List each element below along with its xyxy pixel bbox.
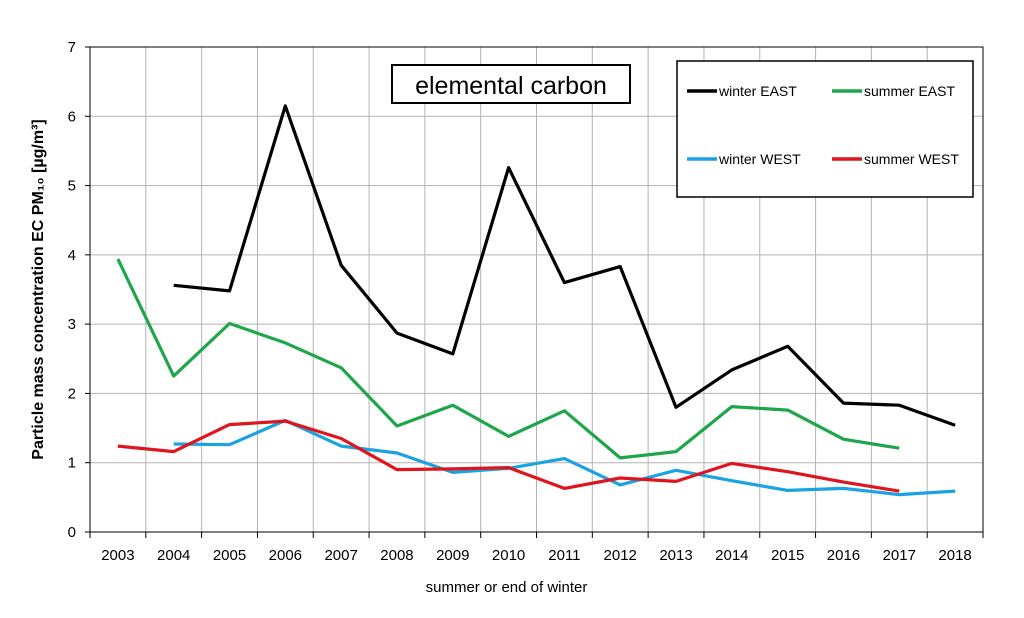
x-tick-label: 2018 [938, 547, 971, 564]
legend-label: summer WEST [864, 151, 959, 167]
y-axis-label: Particle mass concentration EC PM₁₀ [µg/… [30, 119, 47, 459]
x-tick-label: 2013 [659, 547, 692, 564]
x-tick-label: 2014 [715, 547, 748, 564]
y-tick-label: 3 [68, 316, 76, 333]
x-tick-label: 2004 [157, 547, 190, 564]
x-tick-label: 2005 [213, 547, 246, 564]
legend-label: summer EAST [864, 83, 955, 99]
x-tick-label: 2008 [380, 547, 413, 564]
x-tick-label: 2010 [492, 547, 525, 564]
series-line [116, 258, 900, 460]
x-axis-label: summer or end of winter [426, 579, 588, 596]
y-axis: 0 1 2 3 4 5 6 7 [68, 39, 90, 541]
x-tick-label: 2009 [436, 547, 469, 564]
legend: winter EAST summer EAST winter WEST summer … [676, 60, 974, 198]
x-axis: 2003 2004 2005 2006 2007 2008 2009 2010 2011 2012… [89, 532, 984, 564]
x-tick-label: 2011 [548, 547, 580, 564]
y-tick-label: 5 [68, 178, 76, 195]
x-tick-label: 2015 [771, 547, 804, 564]
x-tick-label: 2007 [324, 547, 357, 564]
chart-title: elemental carbon [415, 72, 607, 100]
legend-label: winter WEST [718, 151, 801, 167]
series-line [173, 418, 956, 497]
series-lines [116, 104, 956, 497]
y-tick-label: 0 [68, 524, 76, 541]
y-tick-label: 4 [68, 247, 76, 264]
series-line [117, 419, 900, 493]
x-tick-label: 2012 [604, 547, 637, 564]
series-line [173, 104, 956, 427]
chart-title-box: elemental carbon [391, 64, 631, 104]
x-tick-label: 2017 [883, 547, 916, 564]
legend-label: winter EAST [718, 83, 797, 99]
x-tick-label: 2003 [101, 547, 134, 564]
y-tick-label: 6 [68, 108, 76, 125]
x-tick-label: 2006 [269, 547, 302, 564]
y-tick-label: 2 [68, 385, 76, 402]
y-tick-label: 1 [68, 455, 76, 472]
x-tick-label: 2016 [827, 547, 860, 564]
y-tick-label: 7 [68, 39, 76, 56]
